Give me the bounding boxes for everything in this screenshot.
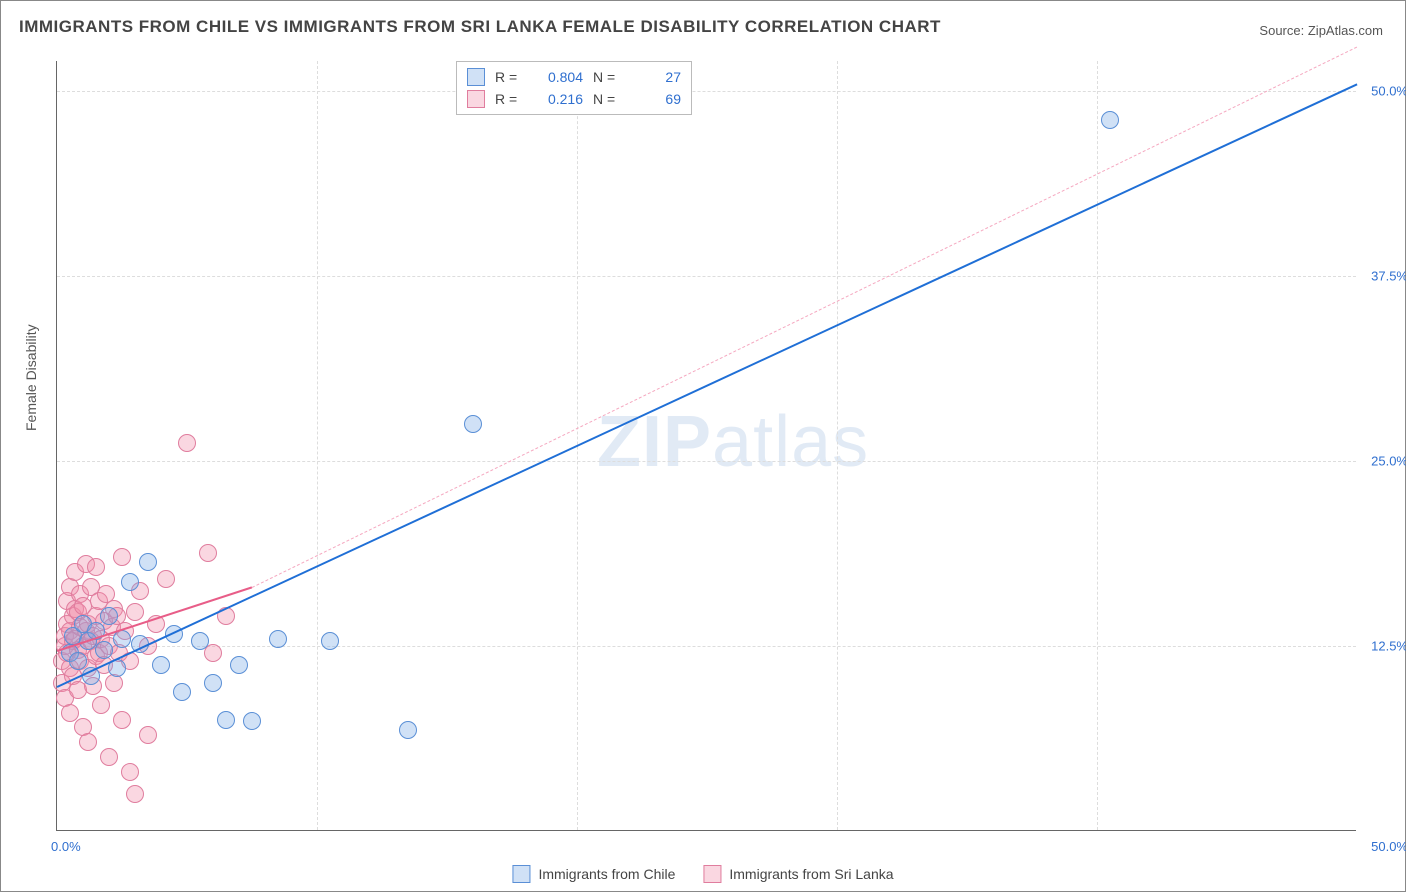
data-point-srilanka [139, 726, 157, 744]
chart-title: IMMIGRANTS FROM CHILE VS IMMIGRANTS FROM… [19, 17, 941, 37]
data-point-chile [95, 641, 113, 659]
r-value-chile: 0.804 [533, 69, 583, 85]
y-tick-label: 50.0% [1371, 83, 1406, 98]
legend-item-chile: Immigrants from Chile [512, 865, 675, 883]
series-legend: Immigrants from Chile Immigrants from Sr… [506, 865, 899, 883]
data-point-srilanka [113, 711, 131, 729]
data-point-srilanka [87, 558, 105, 576]
legend-label-srilanka: Immigrants from Sri Lanka [729, 866, 893, 882]
data-point-chile [269, 630, 287, 648]
gridline-v [317, 61, 318, 830]
data-point-chile [69, 652, 87, 670]
y-tick-label: 25.0% [1371, 453, 1406, 468]
legend-item-srilanka: Immigrants from Sri Lanka [703, 865, 893, 883]
data-point-chile [464, 415, 482, 433]
gridline-v [837, 61, 838, 830]
source-label: Source: [1259, 23, 1304, 38]
data-point-srilanka [61, 704, 79, 722]
data-point-srilanka [79, 733, 97, 751]
y-axis-label: Female Disability [23, 324, 39, 431]
n-value-chile: 27 [631, 69, 681, 85]
data-point-chile [1101, 111, 1119, 129]
data-point-chile [321, 632, 339, 650]
data-point-srilanka [121, 763, 139, 781]
data-point-chile [191, 632, 209, 650]
trend-line [252, 46, 1357, 587]
legend-row-srilanka: R = 0.216 N = 69 [467, 88, 681, 110]
data-point-chile [139, 553, 157, 571]
x-tick-min: 0.0% [51, 839, 81, 854]
chart-container: IMMIGRANTS FROM CHILE VS IMMIGRANTS FROM… [0, 0, 1406, 892]
r-value-srilanka: 0.216 [533, 91, 583, 107]
data-point-chile [399, 721, 417, 739]
y-tick-label: 12.5% [1371, 638, 1406, 653]
correlation-legend: R = 0.804 N = 27 R = 0.216 N = 69 [456, 61, 692, 115]
data-point-srilanka [199, 544, 217, 562]
data-point-chile [100, 607, 118, 625]
x-tick-max: 50.0% [1371, 839, 1406, 854]
legend-label-chile: Immigrants from Chile [538, 866, 675, 882]
gridline-h [57, 646, 1356, 647]
r-label: R = [495, 91, 523, 107]
gridline-h [57, 461, 1356, 462]
data-point-chile [152, 656, 170, 674]
data-point-chile [230, 656, 248, 674]
data-point-chile [204, 674, 222, 692]
data-point-chile [217, 711, 235, 729]
gridline-v [1097, 61, 1098, 830]
swatch-srilanka [703, 865, 721, 883]
swatch-chile [467, 68, 485, 86]
r-label: R = [495, 69, 523, 85]
data-point-srilanka [126, 603, 144, 621]
data-point-srilanka [178, 434, 196, 452]
gridline-h [57, 276, 1356, 277]
data-point-srilanka [92, 696, 110, 714]
gridline-h [57, 91, 1356, 92]
data-point-srilanka [113, 548, 131, 566]
n-label: N = [593, 91, 621, 107]
legend-row-chile: R = 0.804 N = 27 [467, 66, 681, 88]
y-tick-label: 37.5% [1371, 268, 1406, 283]
n-value-srilanka: 69 [631, 91, 681, 107]
data-point-chile [243, 712, 261, 730]
n-label: N = [593, 69, 621, 85]
swatch-srilanka [467, 90, 485, 108]
data-point-chile [173, 683, 191, 701]
watermark: ZIPatlas [597, 401, 869, 483]
trend-line [57, 83, 1358, 687]
source-value: ZipAtlas.com [1308, 23, 1383, 38]
plot-area: ZIPatlas 0.0% 50.0% 12.5%25.0%37.5%50.0% [56, 61, 1356, 831]
data-point-srilanka [157, 570, 175, 588]
swatch-chile [512, 865, 530, 883]
data-point-srilanka [100, 748, 118, 766]
data-point-srilanka [126, 785, 144, 803]
data-point-chile [121, 573, 139, 591]
source-attribution: Source: ZipAtlas.com [1259, 23, 1383, 38]
